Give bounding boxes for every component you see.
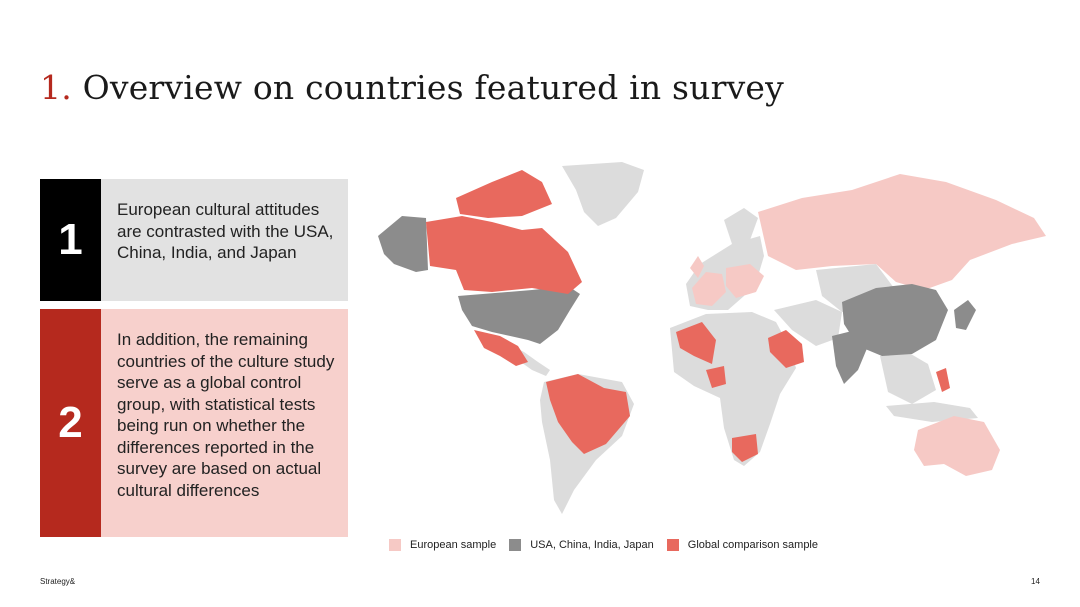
uk-shape [690, 256, 704, 278]
point-2-text: In addition, the remaining countries of … [117, 330, 335, 500]
china-shape [842, 284, 948, 356]
world-map [378, 162, 1046, 514]
southeast-asia-shape [880, 350, 936, 404]
russia-shape [758, 174, 1046, 290]
arctic-islands-shape [456, 170, 552, 218]
alaska-shape [378, 216, 428, 272]
legend-swatch-global [666, 539, 679, 551]
legend-label-european: European sample [410, 539, 497, 551]
footer-brand: Strategy& [40, 577, 76, 586]
title-number: 1. [40, 68, 72, 107]
point-1-box: 1 European cultural attitudes are contra… [40, 179, 348, 301]
eastern-europe-shape [726, 264, 764, 298]
map-legend: European sample USA, China, India, Japan… [389, 539, 831, 551]
page-number: 14 [1031, 577, 1040, 586]
saudi-arabia-shape [768, 330, 804, 368]
greenland-shape [562, 162, 644, 226]
scandinavia-shape [724, 208, 758, 250]
map-global-comparison [426, 170, 950, 462]
point-2-badge: 2 [40, 309, 101, 537]
legend-item-core: USA, China, India, Japan [509, 539, 654, 551]
map-core-countries [378, 216, 976, 384]
point-2-box: 2 In addition, the remaining countries o… [40, 309, 348, 537]
legend-swatch-core [509, 539, 522, 551]
page-title: 1. Overview on countries featured in sur… [40, 68, 784, 107]
point-1-badge: 1 [40, 179, 101, 301]
nigeria-shape [706, 366, 726, 388]
legend-label-core: USA, China, India, Japan [530, 539, 654, 551]
philippines-shape [936, 368, 950, 392]
north-africa-shape [676, 322, 716, 364]
point-1-text: European cultural attitudes are contrast… [117, 200, 334, 262]
legend-swatch-european [389, 539, 401, 551]
usa-shape [458, 286, 580, 344]
map-european-sample [690, 174, 1046, 476]
south-africa-shape [732, 434, 758, 462]
legend-item-global: Global comparison sample [666, 539, 818, 551]
northern-south-america-shape [546, 374, 630, 454]
australia-shape [914, 416, 1000, 476]
canada-shape [426, 216, 582, 294]
india-shape [832, 330, 868, 384]
middle-east-base-shape [774, 300, 842, 346]
legend-label-global: Global comparison sample [687, 539, 818, 551]
western-europe-shape [692, 272, 726, 306]
mexico-shape [474, 330, 528, 366]
japan-shape [954, 300, 976, 330]
title-text: Overview on countries featured in survey [82, 68, 784, 107]
legend-item-european: European sample [389, 539, 496, 551]
